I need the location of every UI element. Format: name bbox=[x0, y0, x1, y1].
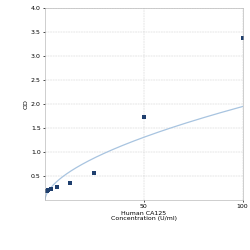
Point bbox=[55, 185, 59, 189]
Point bbox=[44, 188, 48, 192]
Point bbox=[46, 188, 50, 192]
Point bbox=[240, 36, 244, 40]
Point bbox=[68, 181, 72, 185]
Point bbox=[49, 187, 53, 191]
Y-axis label: OD: OD bbox=[23, 99, 28, 109]
X-axis label: Human CA125
Concentration (U/ml): Human CA125 Concentration (U/ml) bbox=[111, 210, 177, 221]
Point bbox=[92, 171, 96, 175]
Point bbox=[142, 115, 146, 119]
